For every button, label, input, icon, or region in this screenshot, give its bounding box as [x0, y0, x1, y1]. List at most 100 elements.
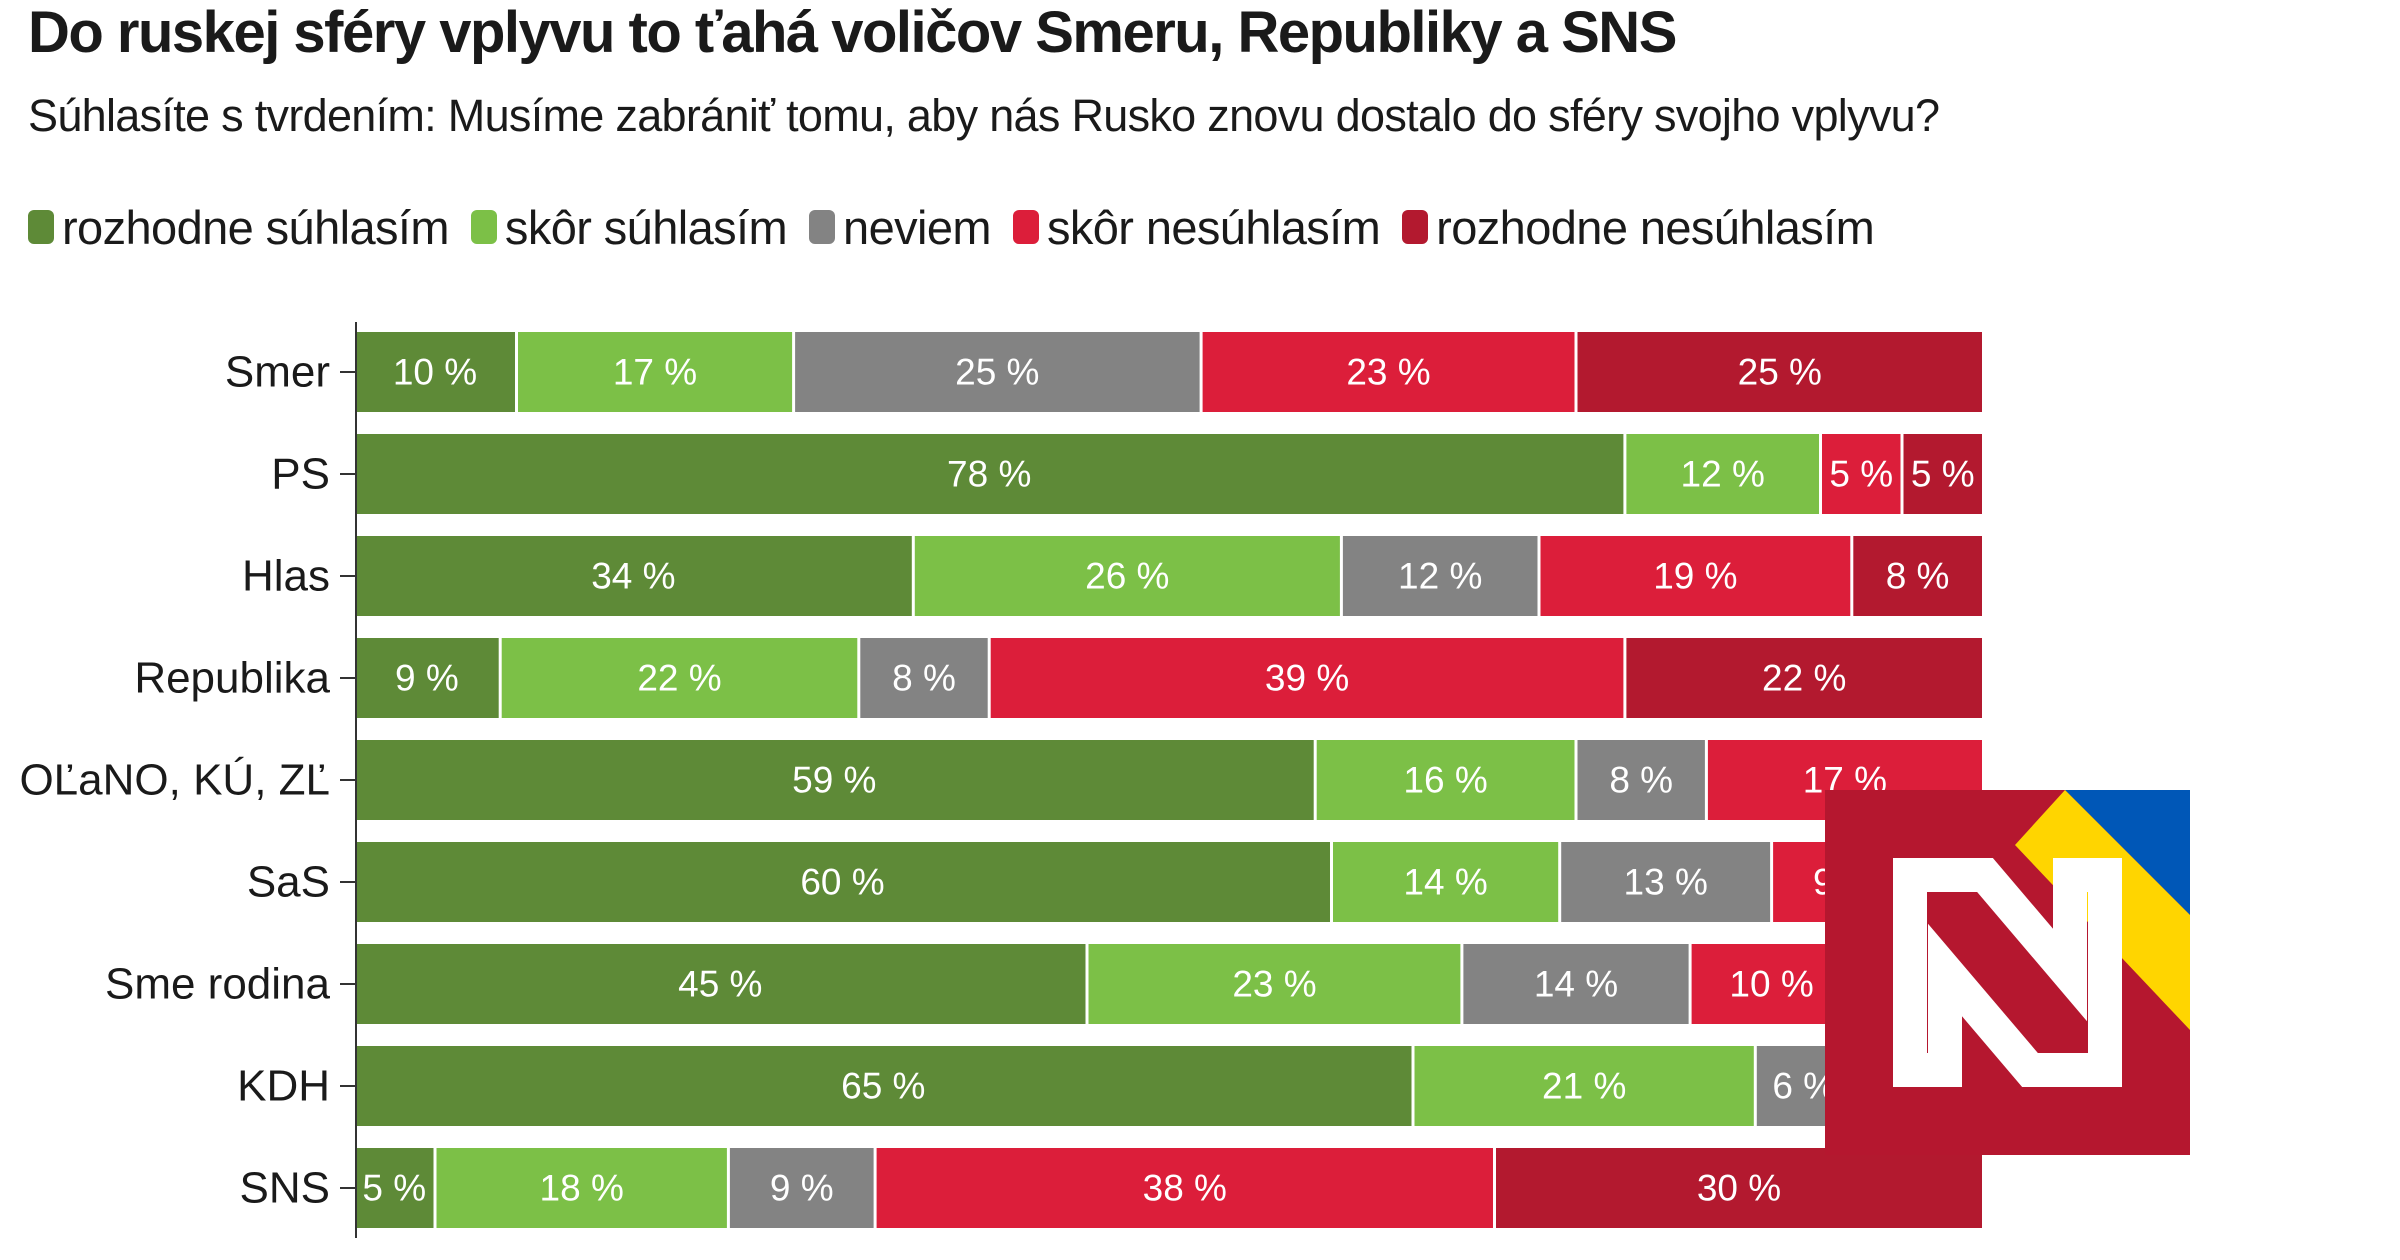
bar-value-label: 22 %	[1762, 658, 1846, 699]
legend-label: skôr nesúhlasím	[1046, 200, 1381, 254]
bar-segment	[355, 638, 499, 718]
chart-subtitle: Súhlasíte s tvrdením: Musíme zabrániť to…	[28, 90, 1940, 141]
legend-item: skôr súhlasím	[470, 200, 788, 255]
bar-value-label: 23 %	[1346, 352, 1430, 393]
category-label: Republika	[134, 654, 330, 703]
category-label: SNS	[240, 1164, 330, 1213]
n-logo-icon	[1825, 790, 2190, 1155]
legend-label: rozhodne súhlasím	[62, 200, 450, 254]
bar-value-label: 14 %	[1403, 862, 1487, 903]
legend-swatch	[809, 210, 836, 244]
legend-swatch	[28, 210, 54, 244]
bar-segment	[914, 536, 1340, 616]
chart-legend: rozhodne súhlasím skôr súhlasím neviem skôr…	[28, 196, 1896, 258]
bar-value-label: 13 %	[1624, 862, 1708, 903]
bar-value-label: 8 %	[1886, 556, 1950, 597]
bar-value-label: 39 %	[1265, 658, 1349, 699]
bar-value-label: 12 %	[1681, 454, 1765, 495]
bar-segment	[1626, 434, 1819, 514]
bar-value-label: 38 %	[1143, 1168, 1227, 1209]
bar-segment	[729, 1148, 874, 1228]
category-label: PS	[271, 450, 330, 499]
bar-value-label: 5 %	[362, 1168, 426, 1209]
legend-item: neviem	[809, 200, 992, 255]
category-label: Smer	[225, 348, 330, 397]
bar-value-label: 78 %	[947, 454, 1031, 495]
bar-segment	[436, 1148, 727, 1228]
bar-value-label: 5 %	[1911, 454, 1975, 495]
bar-segment	[1853, 536, 1982, 616]
bar-value-label: 19 %	[1653, 556, 1737, 597]
category-label: SaS	[247, 858, 330, 907]
legend-item: rozhodne nesúhlasím	[1402, 200, 1875, 255]
y-axis: Smer PS Hlas Republika OĽaNO, KÚ, ZĽ SaS Sme r…	[19, 322, 357, 1238]
bar-value-label: 10 %	[1729, 964, 1813, 1005]
bar-segment	[1626, 638, 1982, 718]
bar-value-label: 8 %	[1609, 760, 1673, 801]
bar-segment	[1577, 332, 1982, 412]
bar-value-label: 25 %	[955, 352, 1039, 393]
bar-segment	[1414, 1046, 1754, 1126]
bar-segment	[355, 332, 515, 412]
bar-segment	[1577, 740, 1705, 820]
bar-value-label: 26 %	[1085, 556, 1169, 597]
bar-value-label: 17 %	[613, 352, 697, 393]
bar-segment	[1463, 944, 1689, 1024]
bar-value-label: 59 %	[792, 760, 876, 801]
bar-value-label: 60 %	[800, 862, 884, 903]
bar-value-label: 23 %	[1232, 964, 1316, 1005]
legend-item: skôr nesúhlasím	[1012, 200, 1381, 255]
legend-swatch	[1012, 210, 1039, 244]
bar-value-label: 18 %	[540, 1168, 624, 1209]
bar-segment	[876, 1148, 1493, 1228]
bar-segment	[1088, 944, 1461, 1024]
bar-value-label: 45 %	[678, 964, 762, 1005]
bar-segment	[355, 944, 1086, 1024]
bar-segment	[1903, 434, 1982, 514]
logo-letter-n	[1893, 858, 2122, 1087]
bar-segment	[355, 740, 1314, 820]
chart-title: Do ruskej sféry vplyvu to ťahá voličov S…	[28, 0, 1677, 65]
bar-value-label: 30 %	[1697, 1168, 1781, 1209]
bar-segment	[1202, 332, 1575, 412]
legend-swatch	[1402, 210, 1429, 244]
legend-item: rozhodne súhlasím	[28, 200, 450, 255]
legend-label: skôr súhlasím	[504, 200, 788, 254]
bar-value-label: 21 %	[1542, 1066, 1626, 1107]
bar-segment	[355, 434, 1624, 514]
bar-segment	[795, 332, 1200, 412]
bar-segment	[990, 638, 1624, 718]
bar-value-label: 22 %	[637, 658, 721, 699]
bar-value-label: 14 %	[1534, 964, 1618, 1005]
bar-value-label: 5 %	[1829, 454, 1893, 495]
bar-segment	[355, 1046, 1412, 1126]
category-label: OĽaNO, KÚ, ZĽ	[19, 756, 330, 805]
bar-segment	[1333, 842, 1559, 922]
bar-segment	[518, 332, 793, 412]
legend-label: rozhodne nesúhlasím	[1436, 200, 1875, 254]
bar-value-label: 12 %	[1398, 556, 1482, 597]
bar-value-label: 25 %	[1738, 352, 1822, 393]
bar-segment	[1316, 740, 1575, 820]
bar-segment	[1561, 842, 1771, 922]
legend-label: neviem	[843, 200, 992, 254]
bar-value-label: 65 %	[841, 1066, 925, 1107]
bar-segment	[1496, 1148, 1982, 1228]
bars-group: 10 % 17 % 25 % 23 % 25 % 78 % 12 % 5 % 5 % 34 % 26…	[355, 332, 1991, 1228]
bar-segment	[1691, 944, 1852, 1024]
legend-swatch	[470, 210, 497, 244]
bar-segment	[355, 1148, 434, 1228]
bar-segment	[1822, 434, 1901, 514]
bar-value-label: 10 %	[393, 352, 477, 393]
bar-segment	[355, 536, 912, 616]
bar-segment	[501, 638, 858, 718]
bar-segment	[1342, 536, 1538, 616]
bar-value-label: 9 %	[770, 1168, 834, 1209]
category-label: Hlas	[242, 552, 330, 601]
bar-value-label: 8 %	[892, 658, 956, 699]
bar-value-label: 34 %	[591, 556, 675, 597]
bar-segment	[860, 638, 988, 718]
bar-segment	[1540, 536, 1851, 616]
bar-value-label: 16 %	[1403, 760, 1487, 801]
bar-segment	[355, 842, 1330, 922]
